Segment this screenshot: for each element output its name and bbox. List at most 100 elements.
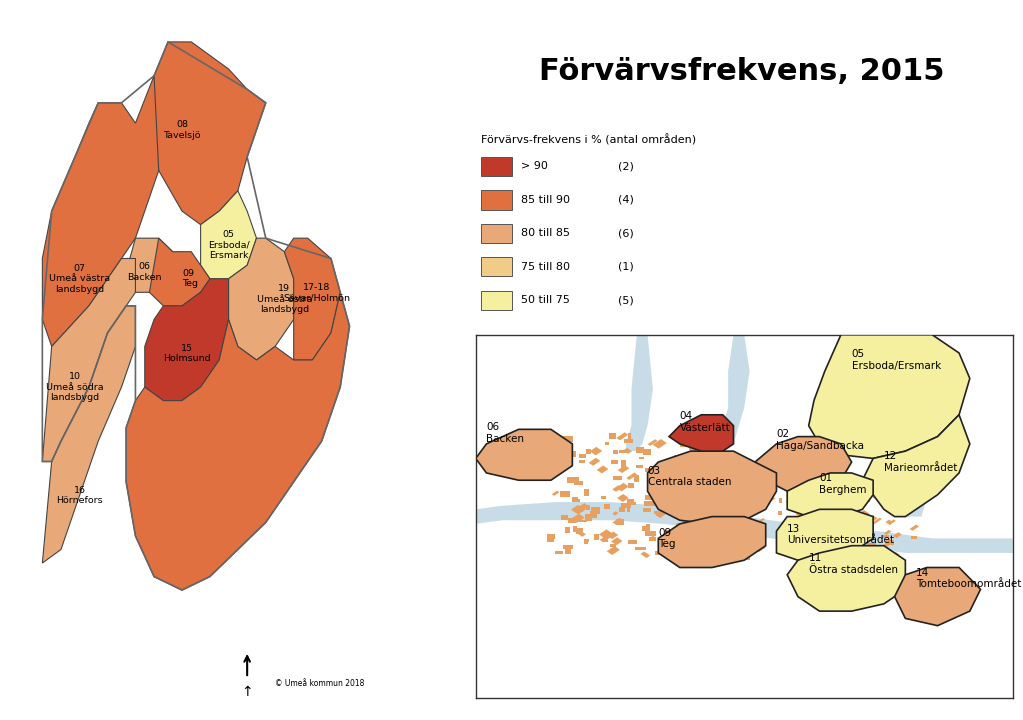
Bar bbox=[621, 460, 626, 468]
Bar bbox=[604, 505, 610, 509]
Bar bbox=[649, 537, 656, 541]
Bar bbox=[481, 257, 513, 276]
Bar bbox=[818, 504, 829, 510]
Bar bbox=[640, 552, 651, 558]
Bar bbox=[879, 543, 889, 550]
Bar bbox=[686, 467, 697, 474]
Bar bbox=[845, 556, 850, 559]
Bar bbox=[481, 156, 513, 176]
Bar bbox=[873, 518, 882, 524]
Bar bbox=[588, 458, 601, 466]
Polygon shape bbox=[42, 306, 135, 563]
Bar bbox=[656, 511, 666, 518]
Bar bbox=[654, 495, 658, 499]
Bar bbox=[839, 528, 848, 532]
Bar bbox=[634, 547, 646, 550]
Bar bbox=[812, 523, 817, 526]
Text: © Umeå kommun 2018: © Umeå kommun 2018 bbox=[275, 679, 364, 688]
Bar bbox=[868, 555, 878, 558]
Text: 17-18
Sävar/Holmön: 17-18 Sävar/Holmön bbox=[283, 283, 351, 302]
Bar bbox=[671, 500, 676, 504]
Bar bbox=[571, 505, 583, 513]
Polygon shape bbox=[126, 238, 173, 292]
Bar bbox=[841, 550, 847, 555]
Bar bbox=[608, 531, 618, 539]
Bar bbox=[680, 501, 686, 504]
Text: 85 till 90: 85 till 90 bbox=[521, 195, 570, 204]
Bar bbox=[786, 499, 791, 503]
Bar bbox=[811, 515, 822, 522]
Bar bbox=[909, 524, 919, 531]
Bar bbox=[647, 523, 650, 531]
Text: 75 till 80: 75 till 80 bbox=[521, 262, 570, 271]
Bar bbox=[850, 501, 860, 504]
Bar bbox=[688, 444, 699, 450]
Bar bbox=[616, 432, 628, 441]
Bar bbox=[584, 489, 589, 496]
Bar bbox=[829, 509, 839, 515]
Text: (5): (5) bbox=[618, 295, 634, 305]
Polygon shape bbox=[145, 42, 266, 225]
Bar bbox=[481, 290, 513, 310]
Polygon shape bbox=[284, 238, 341, 360]
Text: 15
Holmsund: 15 Holmsund bbox=[163, 343, 211, 363]
Bar bbox=[701, 542, 710, 549]
Bar bbox=[870, 516, 878, 521]
Bar bbox=[888, 519, 896, 525]
Bar bbox=[579, 454, 586, 458]
Bar bbox=[628, 541, 637, 544]
Bar bbox=[891, 552, 900, 558]
Bar bbox=[636, 446, 644, 454]
Bar bbox=[859, 510, 870, 517]
Bar bbox=[627, 506, 630, 513]
Bar bbox=[596, 466, 609, 474]
Bar bbox=[777, 510, 783, 515]
Bar bbox=[893, 532, 902, 538]
Bar bbox=[650, 536, 656, 539]
Polygon shape bbox=[626, 335, 653, 451]
Bar bbox=[628, 502, 635, 505]
Bar bbox=[591, 508, 599, 514]
Text: 10
Umeå södra
landsbygd: 10 Umeå södra landsbygd bbox=[46, 372, 103, 402]
Bar bbox=[863, 499, 871, 503]
Polygon shape bbox=[808, 335, 970, 459]
Bar bbox=[607, 546, 620, 555]
Bar bbox=[714, 545, 721, 551]
Polygon shape bbox=[42, 258, 135, 462]
Polygon shape bbox=[894, 335, 932, 517]
Text: 07
Umeå västra
landsbygd: 07 Umeå västra landsbygd bbox=[49, 264, 110, 294]
Bar bbox=[584, 539, 588, 544]
Bar bbox=[886, 541, 894, 545]
Bar bbox=[710, 536, 717, 541]
Bar bbox=[561, 436, 573, 442]
Text: (4): (4) bbox=[618, 195, 634, 204]
Bar bbox=[575, 499, 580, 503]
Bar bbox=[657, 552, 668, 554]
Bar bbox=[820, 539, 829, 543]
Bar bbox=[613, 485, 622, 492]
Bar bbox=[729, 518, 735, 521]
Text: 80 till 85: 80 till 85 bbox=[521, 228, 570, 238]
Text: > 90: > 90 bbox=[521, 161, 547, 171]
Polygon shape bbox=[145, 279, 228, 400]
Bar bbox=[573, 526, 577, 532]
Bar bbox=[759, 518, 765, 523]
Bar bbox=[659, 539, 670, 546]
Bar bbox=[646, 468, 653, 472]
Bar bbox=[644, 500, 655, 506]
Text: 19
Umeå östra
landsbygd: 19 Umeå östra landsbygd bbox=[257, 284, 312, 314]
Bar bbox=[586, 505, 590, 510]
Bar bbox=[890, 506, 897, 511]
Bar bbox=[568, 518, 576, 523]
Bar bbox=[674, 537, 681, 540]
Bar bbox=[646, 495, 657, 500]
Bar bbox=[827, 549, 834, 553]
Bar bbox=[821, 544, 830, 550]
Bar bbox=[653, 439, 667, 449]
Text: 06
Backen: 06 Backen bbox=[128, 262, 162, 282]
Polygon shape bbox=[201, 191, 257, 279]
Bar bbox=[882, 534, 887, 539]
Bar bbox=[726, 516, 731, 520]
Bar bbox=[686, 507, 697, 509]
Bar bbox=[611, 537, 623, 545]
